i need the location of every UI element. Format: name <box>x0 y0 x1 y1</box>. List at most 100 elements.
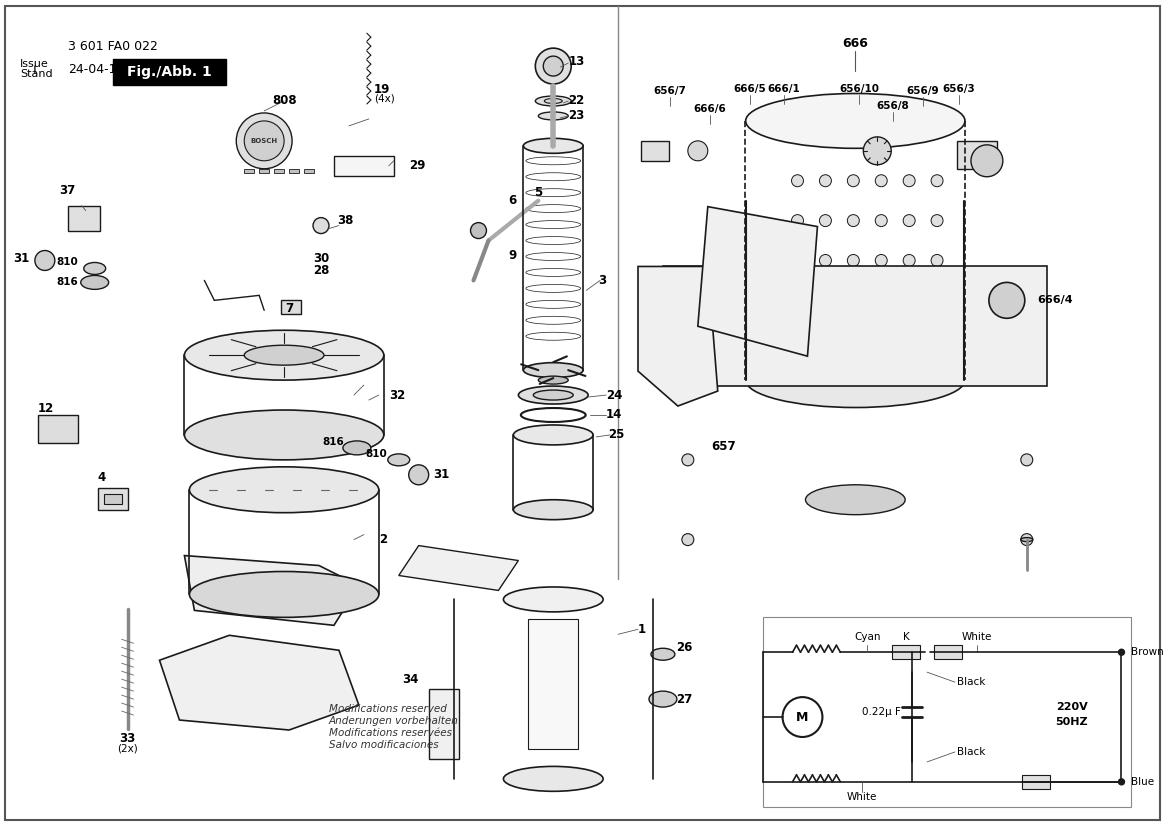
Ellipse shape <box>388 453 409 466</box>
Circle shape <box>876 215 887 226</box>
Circle shape <box>1021 534 1032 546</box>
Ellipse shape <box>524 363 583 377</box>
Text: 656/8: 656/8 <box>877 101 909 111</box>
Ellipse shape <box>533 390 573 400</box>
Circle shape <box>682 534 694 546</box>
Ellipse shape <box>504 767 603 791</box>
Circle shape <box>535 48 572 84</box>
Text: (2x): (2x) <box>117 744 138 754</box>
Text: 24-04-12: 24-04-12 <box>68 63 124 75</box>
Text: 30: 30 <box>313 252 330 265</box>
Text: Blue: Blue <box>1132 776 1155 787</box>
Circle shape <box>409 465 429 485</box>
Text: 34: 34 <box>402 672 419 686</box>
Text: 7: 7 <box>285 301 293 315</box>
Ellipse shape <box>545 98 562 103</box>
Circle shape <box>313 217 328 234</box>
Circle shape <box>931 175 943 187</box>
Ellipse shape <box>244 345 324 365</box>
Polygon shape <box>185 556 359 625</box>
Text: 656/7: 656/7 <box>653 86 686 96</box>
Circle shape <box>1119 649 1125 655</box>
Text: 24: 24 <box>606 388 622 401</box>
Bar <box>957 141 997 169</box>
Text: 4: 4 <box>98 472 106 484</box>
Text: 19: 19 <box>374 83 390 96</box>
Text: 32: 32 <box>389 388 404 401</box>
Text: Issue: Issue <box>20 59 49 69</box>
Text: (4x): (4x) <box>374 94 395 104</box>
Text: 666/1: 666/1 <box>767 84 800 94</box>
Bar <box>68 206 99 230</box>
Bar <box>892 645 920 659</box>
Text: Cyan: Cyan <box>855 632 880 643</box>
Bar <box>275 169 284 173</box>
Text: 22: 22 <box>568 94 584 107</box>
Ellipse shape <box>535 96 572 106</box>
Text: 816: 816 <box>323 437 344 447</box>
Ellipse shape <box>651 648 675 660</box>
Polygon shape <box>698 206 817 356</box>
Text: 0.22μ F: 0.22μ F <box>863 707 901 717</box>
Circle shape <box>1119 779 1125 785</box>
Text: 5: 5 <box>534 186 542 199</box>
Text: 2: 2 <box>379 533 387 546</box>
Ellipse shape <box>746 93 964 149</box>
Circle shape <box>791 175 803 187</box>
Text: 816: 816 <box>56 278 78 287</box>
Bar <box>528 620 579 749</box>
Circle shape <box>35 250 55 270</box>
Ellipse shape <box>343 441 371 455</box>
Text: Modifications reservées: Modifications reservées <box>328 728 452 738</box>
Ellipse shape <box>1021 538 1032 542</box>
Text: 38: 38 <box>337 214 353 227</box>
Text: K: K <box>902 632 909 643</box>
Circle shape <box>682 453 694 466</box>
Circle shape <box>848 215 859 226</box>
Text: Brown: Brown <box>1132 648 1164 657</box>
Ellipse shape <box>524 139 583 154</box>
Text: Salvo modificaciones: Salvo modificaciones <box>328 740 438 750</box>
Bar <box>334 156 394 176</box>
Text: 33: 33 <box>119 733 136 746</box>
Text: 656/9: 656/9 <box>907 86 940 96</box>
Circle shape <box>687 141 707 161</box>
Text: 656/3: 656/3 <box>942 84 975 94</box>
Text: 29: 29 <box>409 159 426 173</box>
Circle shape <box>876 175 887 187</box>
Circle shape <box>782 697 823 737</box>
Ellipse shape <box>189 572 379 617</box>
Text: 23: 23 <box>568 109 584 122</box>
Circle shape <box>819 175 831 187</box>
Text: Stand: Stand <box>20 69 53 79</box>
Circle shape <box>904 175 915 187</box>
Circle shape <box>544 56 563 76</box>
Text: 656/10: 656/10 <box>839 84 879 94</box>
Text: White: White <box>848 792 878 802</box>
Text: 31: 31 <box>14 252 30 265</box>
Circle shape <box>791 294 803 306</box>
Ellipse shape <box>185 410 383 460</box>
Text: M: M <box>796 710 809 724</box>
Text: 808: 808 <box>272 94 297 107</box>
Ellipse shape <box>649 691 677 707</box>
Ellipse shape <box>518 386 588 404</box>
Polygon shape <box>399 546 518 591</box>
Text: 50HZ: 50HZ <box>1056 717 1088 727</box>
Ellipse shape <box>805 485 905 515</box>
Text: 27: 27 <box>676 693 692 705</box>
Ellipse shape <box>746 353 964 407</box>
Bar <box>37 415 78 443</box>
Circle shape <box>244 121 284 161</box>
Polygon shape <box>638 267 718 406</box>
Bar <box>104 494 122 504</box>
Circle shape <box>848 254 859 267</box>
Text: 26: 26 <box>676 641 692 653</box>
Text: Black: Black <box>957 747 985 757</box>
Text: 37: 37 <box>60 184 76 197</box>
Bar <box>304 169 314 173</box>
Text: 3: 3 <box>599 274 607 287</box>
Circle shape <box>876 294 887 306</box>
Circle shape <box>876 254 887 267</box>
Circle shape <box>971 145 1003 177</box>
